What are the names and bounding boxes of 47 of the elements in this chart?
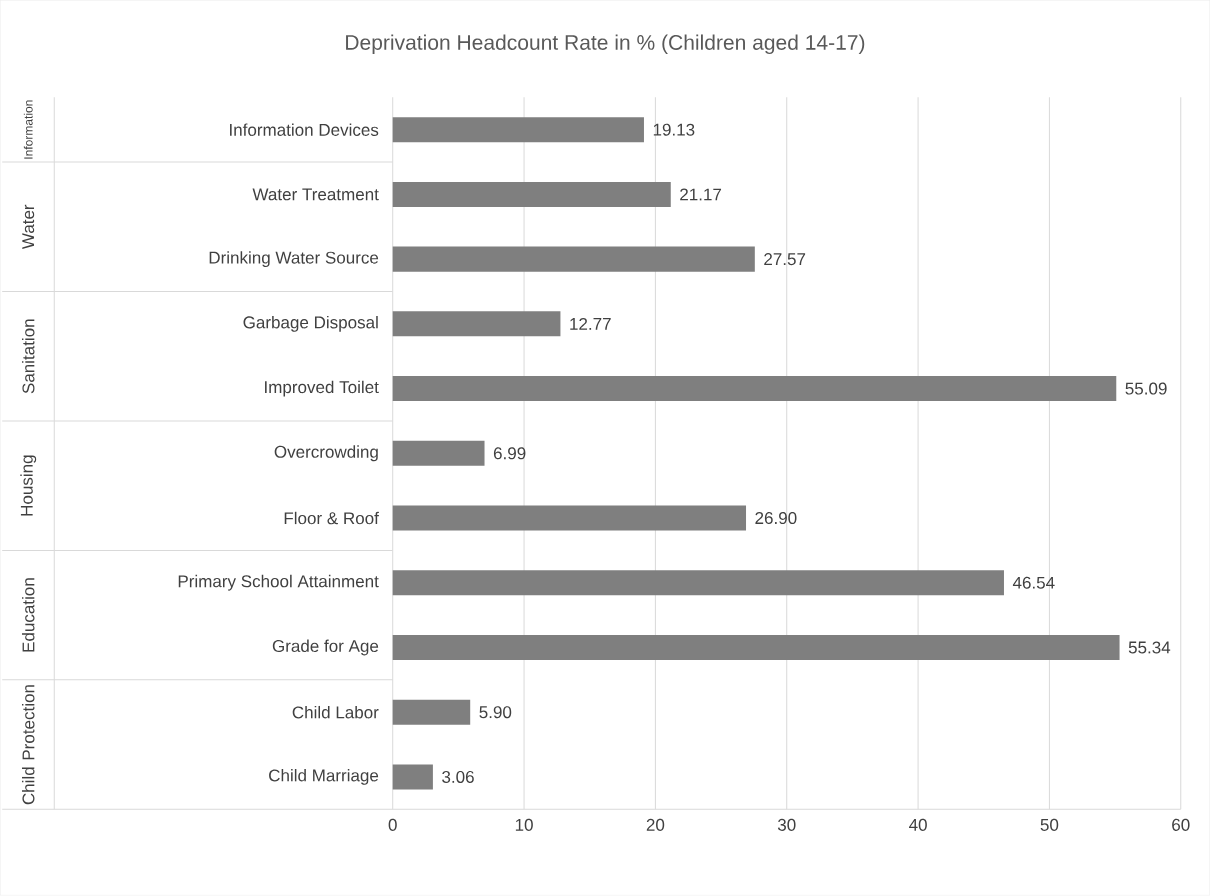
y-tick-label: Floor & Roof (284, 511, 379, 525)
text: Education (21, 578, 35, 652)
bar (392, 440, 485, 467)
x-tick-label: 30 (777, 819, 796, 832)
data-label: 3.06 (442, 771, 474, 784)
data-label: 19.13 (653, 123, 695, 136)
bar (392, 117, 644, 143)
text: Information (23, 100, 33, 159)
bar (392, 505, 747, 531)
y-tick-label: Improved Toilet (265, 380, 379, 397)
text: Water (22, 204, 35, 250)
bar (392, 376, 1117, 402)
data-label: 55.09 (1125, 382, 1167, 395)
bar (392, 182, 671, 208)
data-label: 12.77 (570, 318, 611, 330)
x-tick-label: 40 (909, 819, 927, 832)
x-tick-label: 10 (515, 819, 533, 832)
data-label: 55.34 (1128, 641, 1171, 654)
y-tick-label: Child Labor (292, 706, 379, 719)
text: Housing (20, 455, 37, 516)
x-tick-label: 0 (388, 819, 397, 832)
y-tick-label: Child Marriage (269, 769, 379, 786)
bar (392, 635, 1120, 661)
bar (392, 246, 755, 272)
y-tick-label: Overcrowding (274, 445, 378, 462)
bar (392, 764, 433, 790)
data-label: 5.90 (479, 706, 512, 719)
y-tick-label: Garbage Disposal (243, 316, 378, 332)
text: Sanitation (21, 319, 35, 394)
x-tick-label: 20 (646, 819, 665, 832)
data-label: 6.99 (493, 447, 526, 460)
chart-title: Deprivation Headcount Rate in % (Children aged 14-17) (346, 34, 865, 55)
data-label: 26.90 (755, 512, 797, 525)
data-label: 21.17 (680, 188, 722, 201)
text: Child Protection (21, 685, 35, 805)
y-tick-label: Information Devices (230, 123, 379, 137)
bar (392, 570, 1004, 596)
bar (392, 311, 561, 337)
data-label: 27.57 (764, 253, 806, 266)
y-tick-label: Grade for Age (272, 639, 379, 656)
bar (392, 699, 471, 725)
y-tick-label: Drinking Water Source (209, 251, 379, 268)
data-label: 46.54 (1012, 576, 1055, 589)
y-tick-label: Water Treatment (252, 188, 379, 201)
x-tick-label: 50 (1040, 819, 1059, 832)
x-tick-label: 60 (1172, 819, 1190, 832)
y-tick-label: Primary School Attainment (178, 575, 379, 591)
